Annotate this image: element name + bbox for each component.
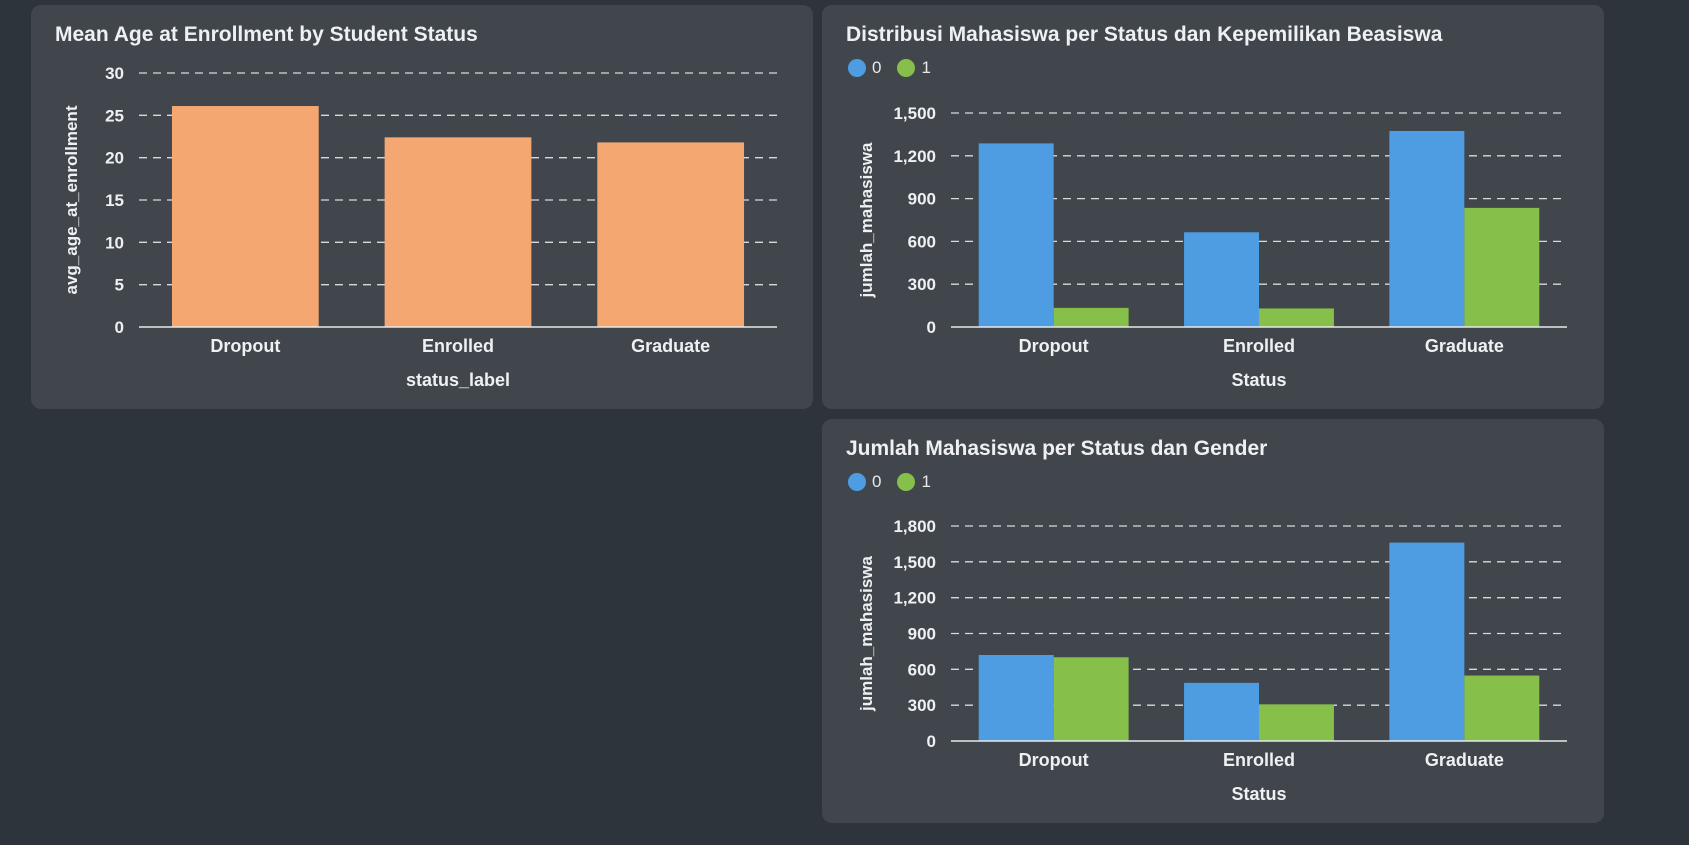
x-tick-label: Dropout xyxy=(1019,750,1089,770)
bar-dropout-series-0 xyxy=(978,655,1054,741)
x-tick-label: Graduate xyxy=(631,336,710,356)
y-tick-label: 10 xyxy=(105,233,124,252)
legend-item-1[interactable]: 1 xyxy=(897,472,931,492)
y-tick-label: 0 xyxy=(115,318,124,337)
y-tick-label: 1,500 xyxy=(893,104,936,123)
bar-graduate xyxy=(597,142,745,327)
y-axis-label: jumlah_mahasiswa xyxy=(857,142,876,299)
chart-legend: 0 1 xyxy=(848,58,931,78)
chart-card-gender: Jumlah Mahasiswa per Status dan Gender 0… xyxy=(822,419,1604,823)
bar-dropout xyxy=(171,106,319,328)
x-tick-label: Graduate xyxy=(1425,750,1504,770)
chart-title: Mean Age at Enrollment by Student Status xyxy=(55,23,478,46)
legend-dot-icon xyxy=(848,59,866,77)
y-tick-label: 1,200 xyxy=(893,589,936,608)
x-tick-label: Graduate xyxy=(1425,336,1504,356)
y-tick-label: 20 xyxy=(105,149,124,168)
chart-card-scholarship: Distribusi Mahasiswa per Status dan Kepe… xyxy=(822,5,1604,409)
bar-graduate-series-1 xyxy=(1464,207,1540,327)
legend-dot-icon xyxy=(848,473,866,491)
y-axis-label: jumlah_mahasiswa xyxy=(857,555,876,712)
legend-label: 0 xyxy=(872,472,882,491)
y-tick-label: 5 xyxy=(115,276,124,295)
legend-dot-icon xyxy=(897,473,916,491)
legend-label: 1 xyxy=(921,58,931,77)
bar-enrolled-series-1 xyxy=(1259,704,1334,741)
chart-title: Jumlah Mahasiswa per Status dan Gender xyxy=(846,437,1268,460)
y-tick-label: 300 xyxy=(908,275,936,294)
x-axis-label: Status xyxy=(1231,784,1286,804)
y-tick-label: 25 xyxy=(105,106,124,125)
legend-item-1[interactable]: 1 xyxy=(897,58,931,78)
x-axis-label: status_label xyxy=(406,370,510,390)
chart-card-mean-age: Mean Age at Enrollment by Student Status… xyxy=(31,5,813,409)
bar-enrolled xyxy=(384,137,532,327)
y-tick-label: 1,200 xyxy=(893,147,936,166)
legend-item-0[interactable]: 0 xyxy=(848,58,881,78)
x-tick-label: Dropout xyxy=(210,336,280,356)
chart-svg-mean-age: 0 5 10 15 20 25 30 Dropout Enrolled Graduate statu… xyxy=(62,64,777,390)
legend-item-0[interactable]: 0 xyxy=(848,472,881,492)
bar-enrolled-series-0 xyxy=(1184,232,1259,327)
bar-dropout-series-1 xyxy=(1053,657,1129,741)
bar-graduate-series-1 xyxy=(1464,675,1540,741)
bar-dropout-series-1 xyxy=(1053,307,1129,327)
y-tick-label: 15 xyxy=(105,191,124,210)
bar-enrolled-series-0 xyxy=(1184,682,1259,741)
y-tick-label: 30 xyxy=(105,64,124,83)
chart-svg-scholarship: 0 300 600 900 1,200 1,500 Dropout Enrolled Gradu… xyxy=(857,104,1567,390)
y-tick-label: 600 xyxy=(908,660,936,679)
y-tick-label: 0 xyxy=(927,318,936,337)
x-tick-label: Enrolled xyxy=(422,336,494,356)
bar-graduate-series-0 xyxy=(1389,542,1465,741)
x-tick-label: Enrolled xyxy=(1223,750,1295,770)
x-tick-label: Enrolled xyxy=(1223,336,1295,356)
legend-dot-icon xyxy=(897,59,916,77)
x-axis-label: Status xyxy=(1231,370,1286,390)
y-tick-label: 300 xyxy=(908,696,936,715)
chart-svg-gender: 0 300 600 900 1,200 1,500 1,800 Dropout Enrolled… xyxy=(857,517,1567,804)
bar-enrolled-series-1 xyxy=(1259,308,1334,327)
y-tick-label: 0 xyxy=(927,732,936,751)
y-tick-label: 900 xyxy=(908,625,936,644)
bar-graduate-series-0 xyxy=(1389,130,1465,327)
y-tick-label: 900 xyxy=(908,190,936,209)
legend-label: 0 xyxy=(872,58,882,77)
chart-title: Distribusi Mahasiswa per Status dan Kepe… xyxy=(846,23,1443,46)
x-tick-label: Dropout xyxy=(1019,336,1089,356)
legend-label: 1 xyxy=(921,472,931,491)
chart-legend: 0 1 xyxy=(848,472,931,492)
y-tick-label: 600 xyxy=(908,232,936,251)
bar-dropout-series-0 xyxy=(978,143,1054,327)
y-tick-label: 1,800 xyxy=(893,517,936,536)
y-tick-label: 1,500 xyxy=(893,553,936,572)
y-axis-label: avg_age_at_enrollment xyxy=(62,105,81,294)
